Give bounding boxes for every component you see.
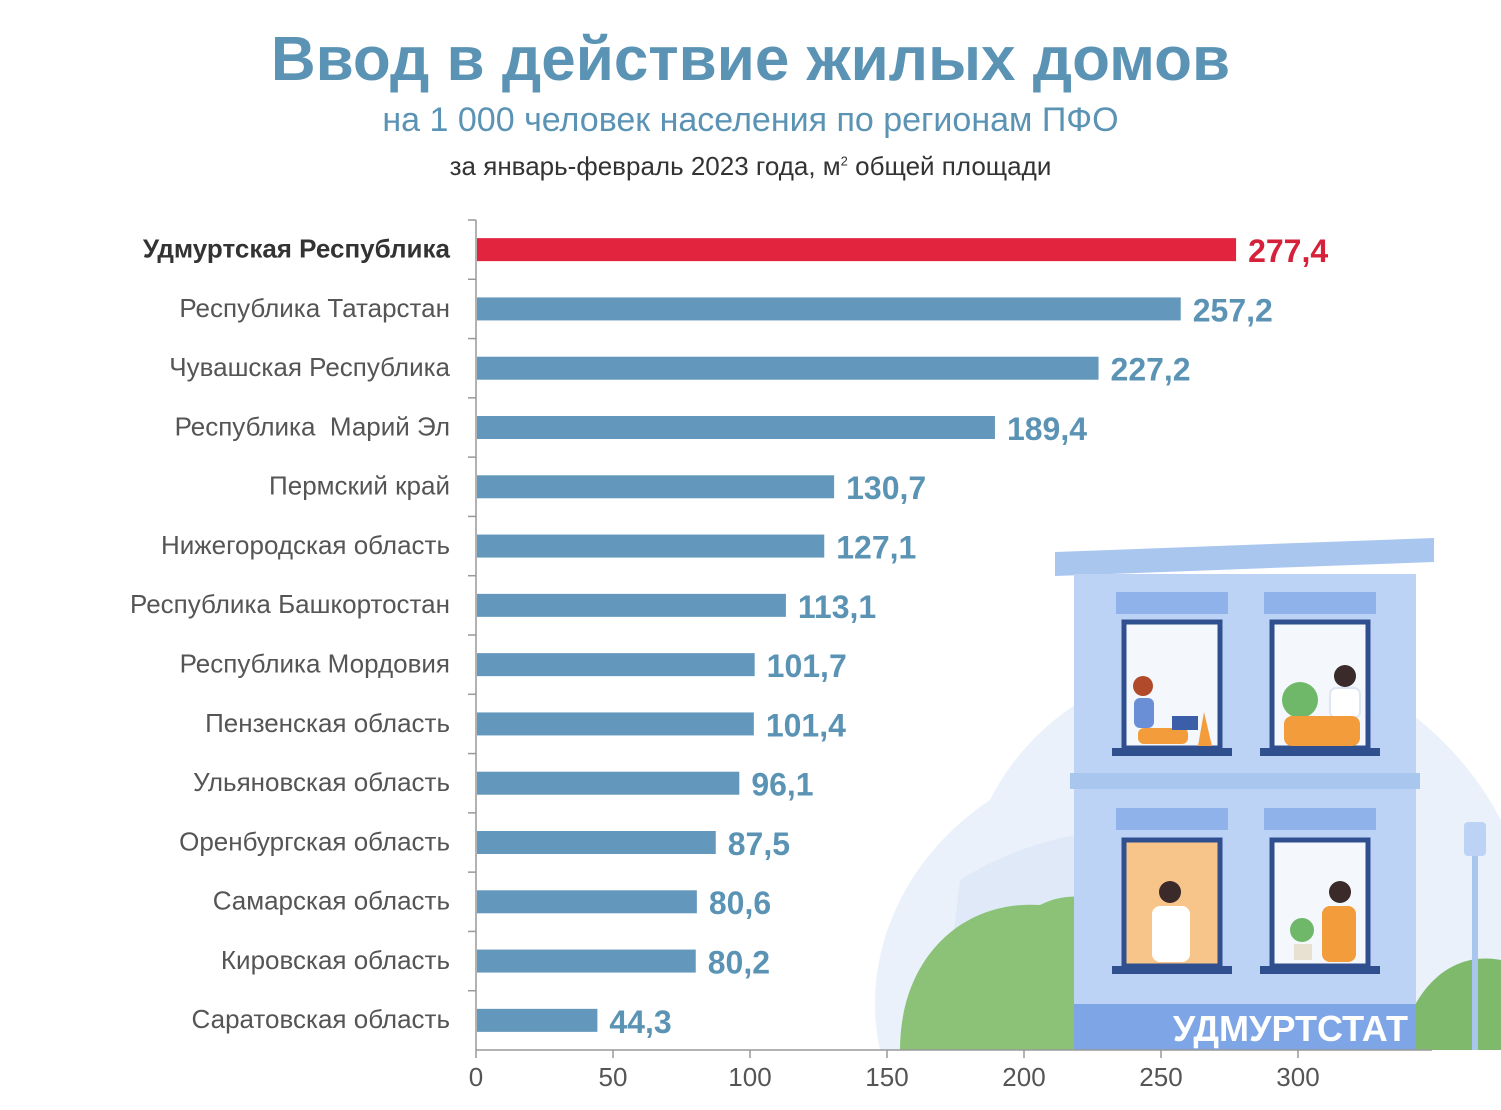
- x-tick-label-0: 0: [469, 1062, 483, 1092]
- value-label-5: 127,1: [836, 530, 916, 566]
- category-label-9: Ульяновская область: [193, 767, 450, 797]
- chart-title: Ввод в действие жилых домов: [270, 25, 1231, 94]
- value-label-10: 87,5: [728, 826, 790, 862]
- value-label-2: 227,2: [1111, 352, 1191, 388]
- period-tail: общей площади: [847, 151, 1052, 181]
- labels: Удмуртская Республика 277,4 Республика Тат…: [130, 233, 1328, 1092]
- category-label-7: Республика Мордовия: [180, 649, 450, 679]
- x-tick-label-6: 300: [1276, 1062, 1319, 1092]
- value-label-3: 189,4: [1007, 411, 1087, 447]
- brand-label: УДМУРТСТАТ: [1173, 1008, 1408, 1049]
- bar-4: [477, 475, 835, 499]
- category-label-10: Оренбургская область: [179, 826, 450, 856]
- value-label-0: 277,4: [1248, 233, 1328, 269]
- value-label-12: 80,2: [708, 945, 770, 981]
- x-tick-label-4: 200: [1002, 1062, 1045, 1092]
- category-label-12: Кировская область: [221, 945, 450, 975]
- bar-0: [477, 238, 1237, 262]
- bar-7: [477, 653, 755, 677]
- category-label-5: Нижегородская область: [161, 530, 450, 560]
- value-label-6: 113,1: [798, 589, 876, 625]
- category-label-3: Республика Марий Эл: [175, 411, 450, 441]
- period-main: за январь-февраль 2023 года, м: [449, 151, 841, 181]
- category-label-13: Саратовская область: [192, 1004, 450, 1034]
- value-label-11: 80,6: [709, 885, 771, 921]
- x-tick-label-2: 100: [728, 1062, 771, 1092]
- category-label-2: Чувашская Республика: [169, 352, 450, 382]
- bar-8: [477, 712, 754, 736]
- bar-6: [477, 593, 786, 617]
- period-unit-exponent: 2: [840, 153, 848, 169]
- value-label-7: 101,7: [767, 648, 847, 684]
- x-tick-label-1: 50: [599, 1062, 628, 1092]
- bar-2: [477, 356, 1099, 380]
- chart-subtitle: на 1 000 человек населения по регионам П…: [382, 101, 1119, 139]
- category-label-0: Удмуртская Республика: [143, 234, 451, 264]
- category-label-4: Пермский край: [269, 471, 450, 501]
- x-tick-label-3: 150: [865, 1062, 908, 1092]
- value-label-13: 44,3: [609, 1004, 671, 1040]
- value-label-4: 130,7: [846, 470, 926, 506]
- value-label-9: 96,1: [751, 767, 813, 803]
- bar-10: [477, 831, 716, 854]
- category-label-1: Республика Татарстан: [179, 293, 450, 323]
- bar-12: [477, 949, 696, 973]
- bar-3: [477, 416, 995, 439]
- category-label-6: Республика Башкортостан: [130, 589, 450, 619]
- bar-1: [477, 297, 1181, 321]
- bar-5: [477, 534, 825, 558]
- bar-13: [477, 1008, 598, 1032]
- chart-period: за январь-февраль 2023 года, м2 общей пл…: [0, 152, 1501, 181]
- axis-ticks: [468, 219, 1299, 1058]
- category-label-8: Пензенская область: [205, 708, 450, 738]
- value-label-1: 257,2: [1193, 292, 1273, 328]
- category-label-11: Самарская область: [213, 886, 450, 916]
- house-illustration: [874, 538, 1501, 1050]
- value-label-8: 101,4: [766, 707, 846, 743]
- bars: [477, 238, 1237, 1032]
- bar-9: [477, 771, 740, 795]
- x-tick-label-5: 250: [1139, 1062, 1182, 1092]
- bar-11: [477, 890, 697, 914]
